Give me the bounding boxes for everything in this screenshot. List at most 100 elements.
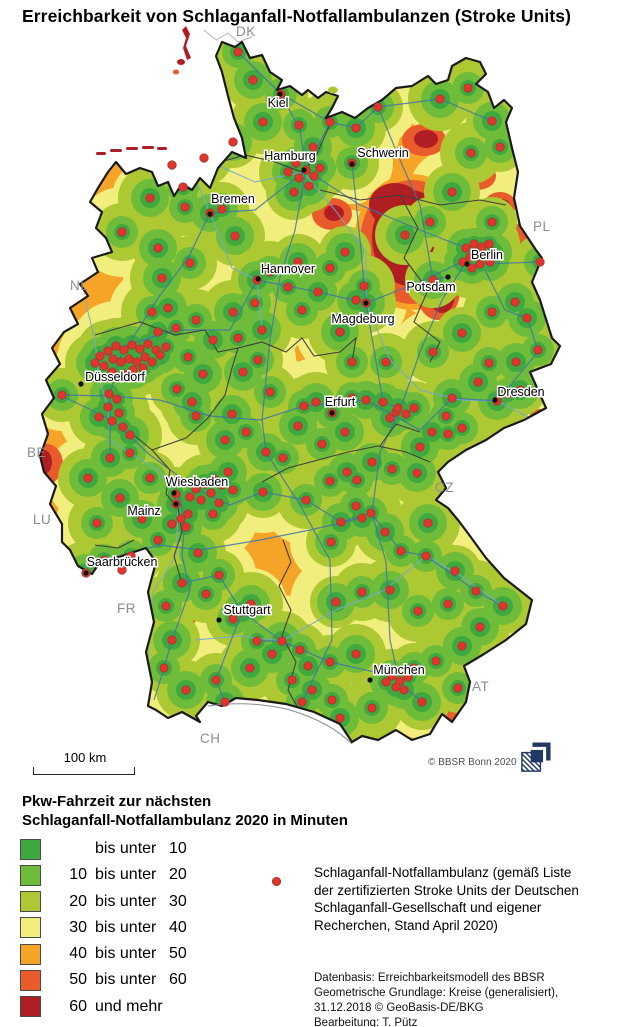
stroke-unit-dot <box>125 448 135 458</box>
stroke-unit-dot <box>351 649 361 659</box>
stroke-unit-dot <box>431 656 441 666</box>
stroke-unit-dot <box>421 551 431 561</box>
stroke-unit-dot <box>465 252 475 262</box>
stroke-unit-dot <box>428 347 438 357</box>
stroke-unit-dot <box>317 439 327 449</box>
stroke-unit-dot <box>161 342 171 352</box>
stroke-unit-dot <box>193 548 203 558</box>
stroke-unit-dot <box>135 344 145 354</box>
stroke-unit-dot <box>367 457 377 467</box>
stroke-unit-dot <box>233 333 243 343</box>
stroke-unit-dot <box>117 227 127 237</box>
stroke-unit-dot <box>57 390 67 400</box>
legend-num-left: 20 <box>69 892 87 910</box>
stroke-unit-dot <box>99 555 109 565</box>
city-label-Saarbrücken: Saarbrücken <box>87 555 158 569</box>
stroke-unit-dot <box>396 546 406 556</box>
stroke-unit-dot <box>400 230 410 240</box>
stroke-unit-dot <box>118 422 128 432</box>
city-label-Erfurt: Erfurt <box>325 395 356 409</box>
stroke-unit-dot <box>178 182 188 192</box>
city-dot-Hamburg <box>301 167 307 173</box>
stroke-unit-dot <box>399 685 409 695</box>
legend-title-line2: Schlaganfall-Notfallambulanz 2020 in Min… <box>22 812 348 829</box>
city-dot-Dresden <box>492 397 498 403</box>
stroke-unit-dot <box>245 663 255 673</box>
stroke-unit-dot <box>138 363 148 373</box>
city-label-Berlin: Berlin <box>471 248 503 262</box>
stroke-unit-dot <box>191 315 201 325</box>
stroke-unit-dot <box>457 328 467 338</box>
city-dot-Wiesbaden <box>171 490 177 496</box>
stroke-unit-dot <box>199 153 209 163</box>
legend-title: Pkw-Fahrzeit zur nächsten Schlaganfall-N… <box>22 792 348 830</box>
stroke-unit-dot <box>200 479 210 489</box>
city-label-Bremen: Bremen <box>211 192 255 206</box>
legend-num-left: 60 <box>69 997 87 1015</box>
country-label-CZ: CZ <box>435 480 454 495</box>
stroke-unit-dot <box>335 327 345 337</box>
legend-classes: bis unter 10 10 bis unter 20 20 bis unter 30 30 b… <box>20 838 187 1022</box>
legend-num-right: 20 <box>169 866 187 884</box>
stroke-unit-dot <box>119 345 129 355</box>
stroke-unit-dot <box>227 409 237 419</box>
stroke-unit-dot <box>228 485 238 495</box>
stroke-unit-dot <box>351 295 361 305</box>
country-label-LU: LU <box>33 512 51 527</box>
stroke-unit-dot <box>303 661 313 671</box>
stroke-unit-dot <box>366 508 376 518</box>
stroke-unit-dot <box>258 117 268 127</box>
stroke-unit-dot <box>393 403 403 413</box>
stroke-unit-dot <box>443 429 453 439</box>
legend-num-left: 50 <box>69 971 87 989</box>
stroke-unit-dot <box>145 473 155 483</box>
stroke-unit-dot <box>301 495 311 505</box>
scale-label: 100 km <box>63 750 107 765</box>
stroke-unit-dot <box>331 597 341 607</box>
stroke-unit-dot <box>325 657 335 667</box>
stroke-unit-dot <box>469 239 479 249</box>
stroke-unit-dot <box>447 393 457 403</box>
scale-bar <box>33 767 135 775</box>
stroke-unit-dot <box>283 167 293 177</box>
country-label-PL: PL <box>533 219 551 234</box>
legend-label-mid: und mehr <box>95 997 163 1015</box>
legend-swatch <box>20 943 41 965</box>
stroke-unit-dot <box>347 357 357 367</box>
stroke-unit-dot <box>153 327 163 337</box>
stroke-unit-dot <box>143 339 153 349</box>
stroke-unit-dot <box>228 137 238 147</box>
legend-label-mid: bis unter <box>95 892 157 910</box>
stroke-unit-dot <box>291 158 301 168</box>
stroke-unit-dot <box>124 354 134 364</box>
city-labels: Kiel Hamburg Schwerin Bremen Hannover Berlin P… <box>78 91 546 683</box>
stroke-unit-dot <box>357 587 367 597</box>
stroke-unit-dot <box>401 409 411 419</box>
stroke-unit-dot <box>127 340 137 350</box>
stroke-unit-dot <box>241 427 251 437</box>
germany-accessibility-map: Kiel Hamburg Schwerin Bremen Hannover Berlin P… <box>27 24 562 746</box>
stroke-unit-dot <box>103 402 113 412</box>
stroke-unit-dot <box>409 663 419 673</box>
stroke-unit-dot <box>128 365 138 375</box>
stroke-unit-dot <box>214 570 224 580</box>
city-dot-Magdeburg <box>363 300 369 306</box>
stroke-unit-legend-dot <box>272 877 281 886</box>
legend-swatch <box>20 996 41 1018</box>
stroke-unit-dot <box>105 453 115 463</box>
legend-num-left: 40 <box>69 945 87 963</box>
legend-num-right: 40 <box>169 918 187 936</box>
stroke-unit-dot <box>211 675 221 685</box>
stroke-unit-dot <box>466 148 476 158</box>
stroke-unit-dot <box>208 509 218 519</box>
stroke-unit-dot <box>463 83 473 93</box>
data-source-line: Bearbeitung: T. Pütz <box>314 1017 418 1027</box>
stroke-unit-dot <box>447 187 457 197</box>
stroke-unit-dot <box>103 346 113 356</box>
stroke-unit-dot <box>137 514 147 524</box>
city-dot-Mainz <box>173 501 179 507</box>
stroke-unit-dot <box>257 325 267 335</box>
city-dot-Berlin <box>464 261 470 267</box>
stroke-unit-dot <box>423 518 433 528</box>
